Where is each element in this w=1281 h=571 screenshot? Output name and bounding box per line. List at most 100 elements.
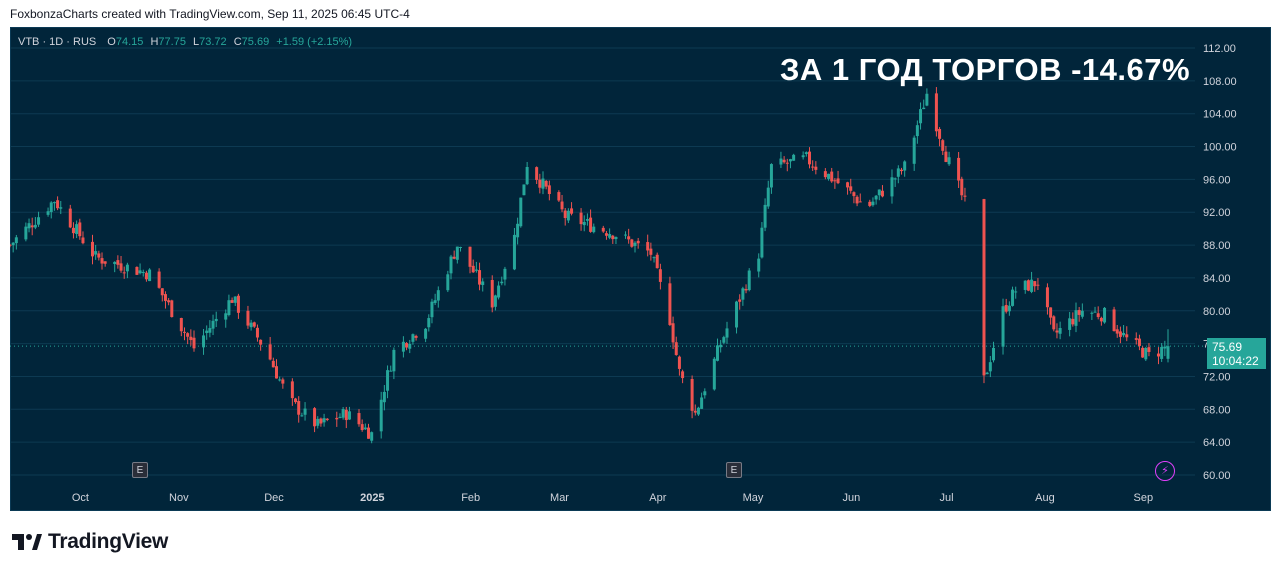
candle-body [735, 301, 739, 328]
candle-body [741, 288, 745, 300]
candle-body [1036, 284, 1040, 286]
candle-body [1096, 313, 1100, 318]
candle-body [858, 201, 862, 203]
candle-body [1058, 328, 1062, 334]
candle-body [411, 334, 415, 342]
y-tick-label: 84.00 [1203, 273, 1231, 285]
candle-body [652, 257, 656, 259]
candle-body [690, 379, 694, 411]
candle-body [769, 164, 773, 188]
candle-body [1068, 318, 1072, 330]
candle-body [503, 268, 507, 280]
candle-body [33, 224, 37, 228]
candle-body [1071, 318, 1075, 325]
candle-body [500, 281, 504, 284]
candle-body [579, 212, 583, 225]
candle-body [182, 331, 186, 333]
candle-body [874, 195, 878, 200]
y-tick-label: 72.00 [1203, 371, 1231, 383]
candle-body [1052, 316, 1056, 330]
candle-body [715, 345, 719, 361]
candle-body [630, 239, 634, 247]
candle-body [792, 154, 796, 161]
candle-body [300, 415, 304, 417]
candle-body [538, 179, 542, 188]
candle-body [268, 344, 272, 360]
symbol-label[interactable]: VTB · 1D · RUS [18, 36, 97, 48]
candle-body [52, 202, 56, 204]
candle-body [189, 336, 193, 341]
candle-body [459, 246, 463, 248]
y-tick-label: 88.00 [1203, 240, 1231, 252]
candle-body [846, 182, 850, 188]
candle-body [896, 168, 900, 177]
y-tick-label: 92.00 [1203, 207, 1231, 219]
candle-body [78, 222, 82, 237]
candle-body [747, 270, 751, 291]
candle-body [649, 248, 653, 255]
candle-body [1112, 309, 1116, 332]
candle-body [335, 417, 339, 420]
candle-body [871, 201, 875, 206]
candle-body [963, 195, 967, 197]
candle-body [401, 341, 405, 352]
candle-body [382, 391, 386, 403]
earnings-icon[interactable]: E [726, 462, 742, 478]
candle-body [601, 227, 605, 232]
candle-body [1144, 347, 1148, 360]
candle-body [433, 300, 437, 303]
candle-body [490, 279, 494, 308]
candle-body [468, 246, 472, 267]
x-tick-label: Mar [550, 492, 569, 504]
candle-body [392, 349, 396, 372]
candle-body [1118, 331, 1122, 337]
candle-body [160, 288, 164, 296]
candle-body [522, 184, 526, 196]
candle-body [830, 171, 834, 182]
candle-body [934, 93, 938, 132]
candle-body [922, 107, 926, 110]
candlestick-chart[interactable]: 112.00 108.00 104.00 100.00 96.00 92.00 88.00 8… [10, 27, 1271, 511]
candle-body [163, 294, 167, 301]
candle-body [696, 407, 700, 415]
last-price: 75.69 [1212, 340, 1243, 354]
candle-body [1160, 346, 1164, 359]
candle-body [236, 295, 240, 313]
candle-body [455, 246, 459, 260]
candle-body [655, 254, 659, 269]
candle-body [360, 424, 364, 431]
candle-body [103, 261, 107, 264]
candle-body [763, 204, 767, 228]
candle-body [227, 300, 231, 315]
candle-body [516, 223, 520, 238]
candle-body [608, 234, 612, 238]
candle-body [725, 328, 729, 338]
candle-body [512, 234, 516, 270]
candle-body [1055, 330, 1059, 333]
candle-body [59, 207, 63, 209]
x-tick-label: May [743, 492, 764, 504]
x-tick-label: Feb [461, 492, 480, 504]
candle-body [341, 409, 345, 418]
candle-body [46, 211, 50, 215]
chart-panel[interactable] [10, 27, 1271, 511]
last-price-tag: 75.69 10:04:22 [1207, 338, 1266, 369]
candle-body [582, 221, 586, 226]
candle-body [322, 418, 326, 423]
x-tick-label: Sep [1133, 492, 1153, 504]
candle-body [1134, 338, 1138, 340]
candle-body [452, 256, 456, 259]
candle-body [249, 322, 253, 328]
y-tick-label: 96.00 [1203, 174, 1231, 186]
tradingview-logo[interactable]: TradingView [12, 530, 168, 554]
candle-body [890, 177, 894, 197]
candle-body [338, 416, 342, 418]
candle-body [10, 244, 12, 246]
candle-body [671, 323, 675, 343]
candle-body [290, 381, 294, 399]
lightning-icon[interactable]: ⚡ [1155, 461, 1175, 481]
candle-body [855, 196, 859, 204]
earnings-icon[interactable]: E [132, 462, 148, 478]
candle-body [566, 210, 570, 221]
candle-body [81, 237, 85, 244]
